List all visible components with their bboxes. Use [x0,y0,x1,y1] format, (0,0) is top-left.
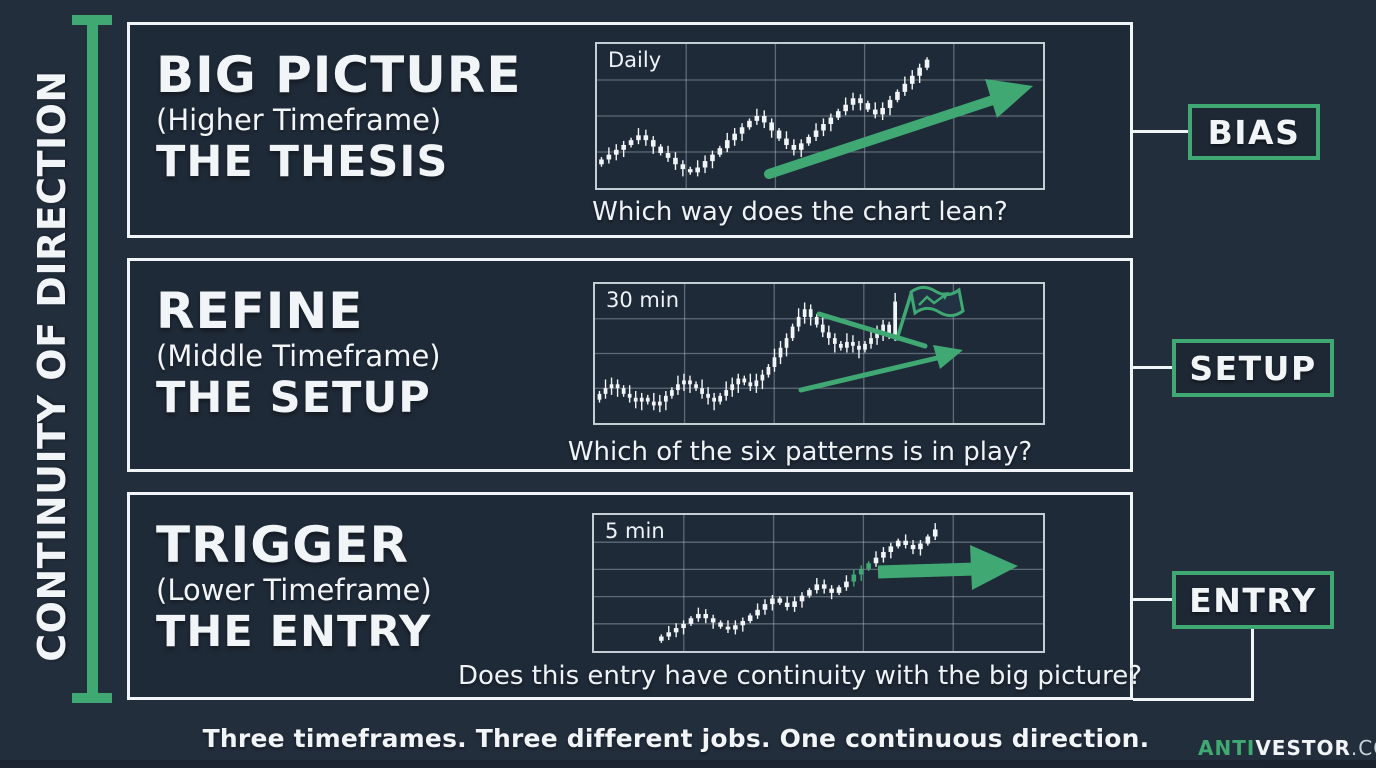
continuity-bar-bottom-cap [72,693,112,703]
candlestick-chart-5min: 5 min [592,513,1045,653]
panel-refine: REFINE (Middle Timeframe) THE SETUP 30 m… [127,258,1133,472]
brand-part-com: .COM [1350,736,1376,760]
bias-label: BIAS [1207,112,1301,152]
setup-output-box: SETUP [1172,339,1334,397]
antivestor-logo: ANTIVESTOR.COM [1198,736,1376,760]
panel-big-picture: BIG PICTURE (Higher Timeframe) THE THESI… [127,22,1133,238]
continuity-bar [87,19,98,698]
footer-tagline: Three timeframes. Three different jobs. … [202,724,1150,753]
panel-title: TRIGGER [156,516,409,574]
bias-connector-line [1130,130,1188,133]
timeframe-label: Daily [608,48,662,72]
entry-label: ENTRY [1189,580,1317,620]
setup-connector-line [1130,366,1172,369]
panel-title: REFINE [156,282,364,340]
bottom-edge-strip [0,760,1376,768]
panel-refine-text: REFINE (Middle Timeframe) THE SETUP [156,285,441,421]
panel-subtitle: (Middle Timeframe) [156,338,441,373]
timeframe-label: 30 min [606,288,679,312]
panel-role: THE SETUP [156,372,431,423]
entry-down-connector-line [1251,629,1254,701]
panel-title: BIG PICTURE [156,46,522,104]
candlestick-chart-daily: Daily [595,42,1045,190]
panel-question: Which way does the chart lean? [592,197,1008,227]
candlestick-chart-30min: 30 min [593,282,1045,425]
panel-big-picture-text: BIG PICTURE (Higher Timeframe) THE THESI… [156,49,521,185]
panel-question: Does this entry have continuity with the… [457,661,1143,691]
panel-question: Which of the six patterns is in play? [567,437,1033,467]
panel-subtitle: (Lower Timeframe) [156,572,432,607]
panel-trigger-text: TRIGGER (Lower Timeframe) THE ENTRY [156,519,432,655]
entry-across-connector-line [1133,698,1254,701]
panel-trigger: TRIGGER (Lower Timeframe) THE ENTRY 5 mi… [127,492,1142,700]
brand-part-anti: ANTI [1198,736,1256,760]
timeframe-label: 5 min [605,519,665,543]
entry-output-box: ENTRY [1172,571,1334,629]
entry-connector-line [1130,598,1172,601]
setup-label: SETUP [1189,348,1317,388]
brand-part-vestor: VESTOR [1255,736,1351,760]
panel-role: THE THESIS [156,136,449,187]
continuity-of-direction-label: CONTINUITY OF DIRECTION [30,70,74,662]
bias-output-box: BIAS [1188,104,1320,160]
panel-subtitle: (Higher Timeframe) [156,102,442,137]
panel-role: THE ENTRY [156,606,432,657]
